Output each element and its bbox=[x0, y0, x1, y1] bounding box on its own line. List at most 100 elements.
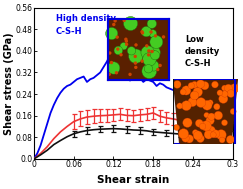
Circle shape bbox=[190, 91, 199, 100]
Circle shape bbox=[206, 126, 216, 136]
Circle shape bbox=[149, 30, 157, 37]
Circle shape bbox=[183, 118, 192, 127]
Circle shape bbox=[119, 53, 123, 57]
Circle shape bbox=[128, 73, 132, 76]
Circle shape bbox=[134, 43, 138, 47]
Circle shape bbox=[147, 19, 156, 28]
Circle shape bbox=[145, 44, 148, 48]
Circle shape bbox=[116, 47, 120, 51]
Circle shape bbox=[214, 104, 220, 110]
Circle shape bbox=[217, 90, 223, 96]
Circle shape bbox=[120, 43, 127, 50]
Circle shape bbox=[124, 38, 128, 41]
Circle shape bbox=[112, 23, 115, 26]
Circle shape bbox=[204, 130, 213, 139]
Circle shape bbox=[230, 84, 239, 93]
Circle shape bbox=[147, 49, 150, 53]
Circle shape bbox=[230, 108, 236, 115]
Circle shape bbox=[108, 73, 111, 76]
Polygon shape bbox=[173, 79, 238, 144]
Circle shape bbox=[208, 100, 213, 105]
Circle shape bbox=[174, 125, 180, 130]
Circle shape bbox=[222, 120, 227, 126]
Circle shape bbox=[214, 111, 223, 120]
Circle shape bbox=[150, 36, 163, 48]
Circle shape bbox=[140, 60, 144, 63]
Y-axis label: Shear stress (GPa): Shear stress (GPa) bbox=[4, 32, 14, 135]
Circle shape bbox=[185, 135, 193, 143]
Text: C-S-H: C-S-H bbox=[185, 59, 212, 68]
Circle shape bbox=[156, 68, 159, 71]
Circle shape bbox=[196, 80, 205, 88]
Circle shape bbox=[115, 71, 118, 74]
Circle shape bbox=[105, 27, 118, 40]
Circle shape bbox=[141, 26, 152, 37]
Circle shape bbox=[107, 62, 120, 74]
Circle shape bbox=[188, 82, 195, 89]
X-axis label: Shear strain: Shear strain bbox=[97, 175, 169, 185]
Circle shape bbox=[177, 103, 183, 109]
Circle shape bbox=[115, 35, 119, 39]
Circle shape bbox=[173, 81, 181, 88]
Circle shape bbox=[140, 30, 144, 33]
Circle shape bbox=[125, 40, 128, 43]
Circle shape bbox=[195, 119, 203, 127]
Circle shape bbox=[147, 53, 150, 57]
Circle shape bbox=[113, 19, 117, 22]
Circle shape bbox=[182, 101, 191, 111]
Circle shape bbox=[149, 30, 153, 34]
Circle shape bbox=[226, 136, 234, 144]
Circle shape bbox=[125, 43, 128, 46]
Circle shape bbox=[158, 64, 162, 67]
Circle shape bbox=[225, 84, 232, 92]
Circle shape bbox=[134, 66, 138, 69]
Circle shape bbox=[143, 53, 156, 66]
Text: High density: High density bbox=[56, 14, 116, 23]
Circle shape bbox=[162, 35, 165, 39]
Circle shape bbox=[123, 16, 138, 31]
Circle shape bbox=[148, 60, 159, 71]
Circle shape bbox=[210, 132, 216, 138]
Circle shape bbox=[227, 90, 235, 97]
Circle shape bbox=[193, 131, 202, 140]
Circle shape bbox=[141, 31, 144, 35]
Circle shape bbox=[193, 87, 202, 97]
Circle shape bbox=[129, 49, 143, 63]
Circle shape bbox=[196, 135, 204, 143]
Circle shape bbox=[110, 61, 113, 64]
Circle shape bbox=[141, 46, 155, 59]
Circle shape bbox=[122, 19, 126, 22]
Circle shape bbox=[114, 46, 123, 55]
Circle shape bbox=[182, 135, 189, 142]
Circle shape bbox=[133, 55, 137, 58]
Circle shape bbox=[179, 129, 189, 139]
Circle shape bbox=[142, 64, 157, 79]
Circle shape bbox=[204, 112, 209, 118]
Circle shape bbox=[216, 130, 226, 140]
Circle shape bbox=[206, 116, 214, 125]
Circle shape bbox=[219, 137, 225, 143]
Circle shape bbox=[208, 113, 215, 120]
Circle shape bbox=[201, 121, 211, 131]
Circle shape bbox=[150, 51, 160, 60]
Circle shape bbox=[134, 61, 137, 65]
Text: density: density bbox=[185, 47, 220, 56]
Circle shape bbox=[222, 91, 228, 97]
Text: C-S-H: C-S-H bbox=[56, 27, 82, 36]
Circle shape bbox=[180, 89, 186, 95]
Circle shape bbox=[202, 100, 212, 110]
Circle shape bbox=[154, 34, 157, 38]
Circle shape bbox=[150, 50, 154, 53]
Circle shape bbox=[182, 86, 191, 95]
Circle shape bbox=[201, 81, 209, 90]
Circle shape bbox=[218, 132, 226, 140]
Circle shape bbox=[192, 130, 198, 135]
Circle shape bbox=[147, 46, 160, 59]
Circle shape bbox=[196, 98, 206, 107]
Circle shape bbox=[127, 47, 136, 55]
Circle shape bbox=[212, 130, 220, 138]
Circle shape bbox=[191, 81, 198, 88]
Circle shape bbox=[212, 81, 218, 88]
Circle shape bbox=[199, 123, 206, 130]
Circle shape bbox=[219, 94, 228, 103]
